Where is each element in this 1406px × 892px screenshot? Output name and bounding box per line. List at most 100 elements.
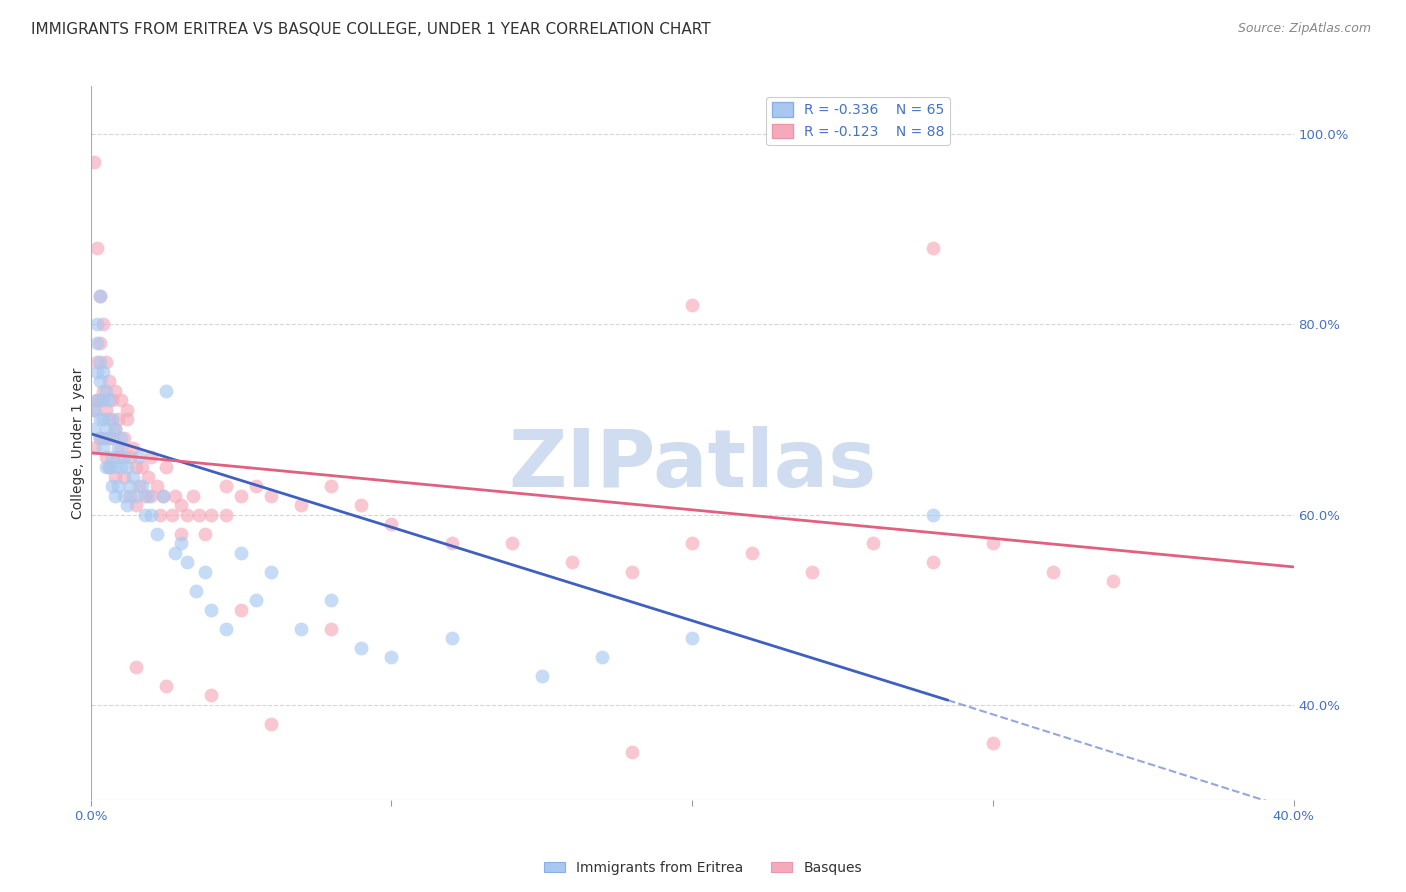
Point bbox=[112, 489, 135, 503]
Point bbox=[83, 441, 105, 455]
Point bbox=[176, 508, 198, 522]
Point bbox=[110, 432, 132, 446]
Point bbox=[350, 498, 373, 512]
Point bbox=[1042, 565, 1064, 579]
Point bbox=[170, 498, 193, 512]
Point bbox=[440, 536, 463, 550]
Point bbox=[110, 393, 132, 408]
Point bbox=[107, 412, 129, 426]
Point bbox=[104, 460, 127, 475]
Point bbox=[260, 565, 283, 579]
Point bbox=[125, 460, 148, 475]
Point bbox=[188, 508, 211, 522]
Point bbox=[125, 489, 148, 503]
Point bbox=[107, 441, 129, 455]
Point bbox=[160, 508, 183, 522]
Point bbox=[290, 622, 312, 636]
Point bbox=[260, 717, 283, 731]
Point bbox=[86, 318, 108, 332]
Point bbox=[146, 526, 169, 541]
Point bbox=[321, 593, 343, 607]
Point bbox=[118, 450, 141, 465]
Point bbox=[89, 289, 111, 303]
Point bbox=[83, 422, 105, 436]
Text: ZIPatlas: ZIPatlas bbox=[508, 425, 876, 504]
Point bbox=[94, 460, 117, 475]
Point bbox=[128, 450, 150, 465]
Point bbox=[139, 489, 162, 503]
Point bbox=[215, 508, 238, 522]
Point bbox=[981, 536, 1004, 550]
Point bbox=[91, 441, 114, 455]
Point bbox=[134, 508, 156, 522]
Point bbox=[139, 450, 162, 465]
Point bbox=[152, 489, 174, 503]
Point bbox=[921, 508, 943, 522]
Point bbox=[245, 479, 267, 493]
Point bbox=[89, 336, 111, 351]
Point bbox=[89, 393, 111, 408]
Point bbox=[86, 241, 108, 255]
Point bbox=[89, 355, 111, 369]
Point bbox=[86, 336, 108, 351]
Point bbox=[176, 555, 198, 569]
Point bbox=[115, 412, 138, 426]
Point bbox=[112, 450, 135, 465]
Point bbox=[231, 489, 253, 503]
Point bbox=[125, 660, 148, 674]
Point bbox=[621, 746, 644, 760]
Point bbox=[380, 517, 402, 532]
Point bbox=[118, 479, 141, 493]
Point bbox=[97, 460, 120, 475]
Point bbox=[104, 489, 127, 503]
Point bbox=[97, 375, 120, 389]
Point bbox=[89, 432, 111, 446]
Point bbox=[86, 365, 108, 379]
Point bbox=[181, 489, 204, 503]
Point bbox=[94, 450, 117, 465]
Point bbox=[115, 498, 138, 512]
Point bbox=[101, 479, 124, 493]
Point bbox=[1102, 574, 1125, 589]
Point bbox=[290, 498, 312, 512]
Point bbox=[215, 622, 238, 636]
Point bbox=[561, 555, 583, 569]
Point bbox=[184, 583, 207, 598]
Point bbox=[981, 736, 1004, 750]
Point bbox=[89, 412, 111, 426]
Point bbox=[681, 298, 703, 312]
Point bbox=[97, 432, 120, 446]
Point bbox=[194, 526, 217, 541]
Point bbox=[94, 432, 117, 446]
Point bbox=[260, 489, 283, 503]
Point bbox=[122, 469, 145, 483]
Point bbox=[862, 536, 884, 550]
Point bbox=[104, 422, 127, 436]
Point bbox=[591, 650, 613, 665]
Point bbox=[104, 422, 127, 436]
Point bbox=[94, 422, 117, 436]
Point bbox=[118, 489, 141, 503]
Point bbox=[94, 384, 117, 398]
Point bbox=[200, 603, 222, 617]
Point bbox=[112, 432, 135, 446]
Point bbox=[231, 603, 253, 617]
Point bbox=[440, 632, 463, 646]
Point bbox=[149, 508, 172, 522]
Point bbox=[94, 355, 117, 369]
Point bbox=[621, 565, 644, 579]
Point bbox=[215, 479, 238, 493]
Point bbox=[170, 536, 193, 550]
Point bbox=[921, 241, 943, 255]
Point bbox=[83, 403, 105, 417]
Point bbox=[83, 403, 105, 417]
Point bbox=[801, 565, 824, 579]
Point bbox=[501, 536, 523, 550]
Point bbox=[104, 384, 127, 398]
Point bbox=[101, 393, 124, 408]
Point bbox=[200, 689, 222, 703]
Point bbox=[152, 489, 174, 503]
Point bbox=[380, 650, 402, 665]
Text: IMMIGRANTS FROM ERITREA VS BASQUE COLLEGE, UNDER 1 YEAR CORRELATION CHART: IMMIGRANTS FROM ERITREA VS BASQUE COLLEG… bbox=[31, 22, 710, 37]
Point bbox=[350, 640, 373, 655]
